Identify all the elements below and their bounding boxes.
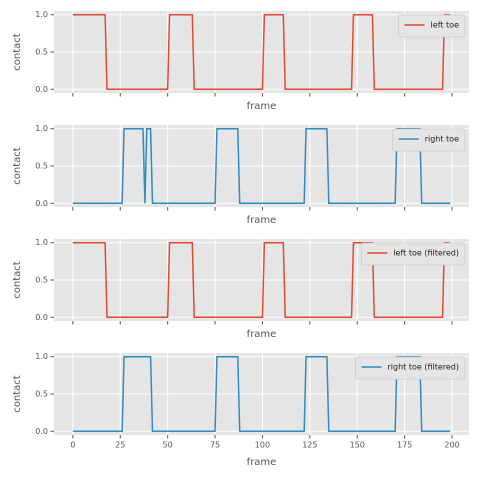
- x-tick-label: 150: [350, 441, 365, 450]
- y-tick-label: 0.0: [35, 313, 48, 322]
- y-tick-label: 1.0: [35, 124, 48, 133]
- data-line: [72, 241, 451, 319]
- legend: right toe (filtered): [355, 356, 466, 380]
- y-tick-label: 0.0: [35, 199, 48, 208]
- legend-label: left toe: [431, 21, 460, 30]
- legend-box: [398, 14, 466, 38]
- y-tick-label: 1.0: [35, 10, 48, 19]
- y-axis-label: contact: [12, 33, 23, 71]
- y-tick-label: 0.5: [35, 162, 48, 171]
- x-tick-label: 200: [444, 441, 459, 450]
- y-axis-label: contact: [12, 261, 23, 299]
- x-tick-label: 100: [255, 441, 270, 450]
- y-axis-label: contact: [12, 375, 23, 413]
- legend-label: left toe (filtered): [393, 249, 459, 258]
- y-tick-label: 1.0: [35, 352, 48, 361]
- legend-box: [360, 242, 466, 266]
- legend-label: right toe: [425, 135, 459, 144]
- x-axis-label: frame: [247, 101, 277, 112]
- legend-box: [392, 128, 466, 152]
- legend-label: right toe (filtered): [387, 363, 459, 372]
- y-axis-label: contact: [12, 147, 23, 185]
- y-tick-label: 0.5: [35, 390, 48, 399]
- legend: right toe: [392, 128, 466, 152]
- y-tick-label: 0.5: [35, 276, 48, 285]
- x-tick-label: 125: [302, 441, 317, 450]
- y-tick-label: 0.0: [35, 427, 48, 436]
- y-tick-label: 0.5: [35, 48, 48, 57]
- x-tick-label: 0: [70, 441, 75, 450]
- x-axis-label: frame: [247, 457, 277, 468]
- legend: left toe: [398, 14, 466, 38]
- data-line: [72, 127, 451, 205]
- legend-box: [355, 356, 466, 380]
- x-tick-label: 50: [163, 441, 173, 450]
- y-tick-label: 1.0: [35, 238, 48, 247]
- legend: left toe (filtered): [360, 242, 466, 266]
- x-tick-label: 25: [115, 441, 125, 450]
- x-axis-label: frame: [247, 329, 277, 340]
- y-tick-label: 0.0: [35, 85, 48, 94]
- x-tick-label: 175: [397, 441, 412, 450]
- data-line: [72, 13, 451, 91]
- x-axis-label: frame: [247, 215, 277, 226]
- x-tick-label: 75: [210, 441, 220, 450]
